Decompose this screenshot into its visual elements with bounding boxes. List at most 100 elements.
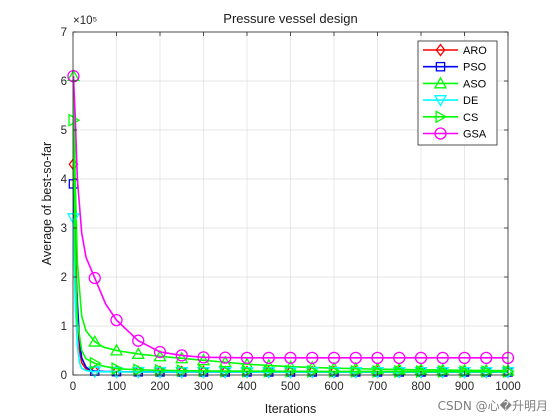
y-tick-label: 7 <box>61 27 67 39</box>
data-point-aso <box>88 334 102 347</box>
data-point-gsa <box>240 351 254 365</box>
y-axis-exponent: ×10⁵ <box>73 15 98 27</box>
data-point-gsa <box>67 69 80 83</box>
y-tick-label: 0 <box>61 370 67 382</box>
data-point-gsa <box>371 351 384 365</box>
data-point-gsa <box>153 345 167 359</box>
legend-label-aso: ASO <box>463 78 487 90</box>
data-point-cs <box>89 356 102 370</box>
legend-item-aso: ASO <box>423 76 487 90</box>
x-axis-label: Iterations <box>265 402 316 416</box>
data-point-gsa <box>262 351 275 365</box>
chart-title: Pressure vessel design <box>223 11 357 26</box>
series-line-gsa <box>72 76 508 359</box>
series-line-de <box>72 218 508 373</box>
legend-items: ARO PSO ASO DE CS GSA <box>423 43 487 141</box>
x-tick-label: 300 <box>194 381 213 393</box>
data-point-aso <box>153 349 167 362</box>
legend: ARO PSO ASO DE CS GSA <box>417 40 498 146</box>
axis-ticks: 0 100 200 300 400 500 600 700 800 900 1000 0 1 2 3 4 5 6 7 <box>61 27 521 393</box>
legend-item-aro: ARO <box>423 43 487 57</box>
data-point-gsa <box>436 351 449 365</box>
legend-box <box>417 40 498 146</box>
data-point-cs <box>154 363 167 377</box>
series-cs <box>68 113 515 379</box>
y-tick-label: 3 <box>61 223 67 235</box>
data-point-gsa <box>349 351 362 365</box>
data-point-de <box>88 366 102 379</box>
x-tick-label: 600 <box>324 381 343 393</box>
legend-marker-cs <box>435 110 448 124</box>
data-point-de <box>66 213 81 226</box>
data-point-aso <box>262 358 276 371</box>
data-point-gsa <box>327 351 341 365</box>
watermark: CSDN @心�升明月 <box>437 399 548 413</box>
data-point-cs <box>241 364 254 378</box>
data-point-gsa <box>110 313 123 327</box>
data-point-gsa <box>132 334 145 347</box>
data-point-gsa <box>306 351 319 365</box>
legend-label-cs: CS <box>463 112 478 124</box>
data-point-cs <box>285 364 298 378</box>
legend-label-gsa: GSA <box>463 129 487 141</box>
series-line-aso <box>72 76 509 372</box>
data-point-cs <box>263 364 276 378</box>
data-point-cs <box>481 364 494 379</box>
data-point-gsa <box>458 351 471 365</box>
legend-label-de: DE <box>463 95 478 107</box>
y-tick-label: 4 <box>61 174 68 186</box>
data-point-aso <box>131 347 145 359</box>
legend-marker-aro <box>435 43 446 57</box>
x-tick-label: 900 <box>455 381 474 393</box>
data-point-gsa <box>197 351 210 364</box>
data-point-cs <box>220 364 233 378</box>
data-point-gsa <box>480 351 493 365</box>
data-point-cs <box>68 113 81 127</box>
y-tick-label: 1 <box>61 321 67 333</box>
legend-item-cs: CS <box>423 110 478 124</box>
data-point-cs <box>198 364 211 378</box>
data-point-cs <box>350 364 363 379</box>
y-tick-label: 6 <box>61 76 67 88</box>
legend-marker-aso <box>433 76 448 89</box>
x-tick-label: 100 <box>107 381 126 393</box>
data-point-cs <box>111 362 124 376</box>
data-point-gsa <box>219 351 232 364</box>
data-point-cs <box>459 364 472 379</box>
legend-item-gsa: GSA <box>423 127 487 141</box>
x-tick-label: 200 <box>150 381 169 393</box>
data-point-gsa <box>284 351 297 365</box>
data-point-cs <box>133 363 146 377</box>
legend-item-pso: PSO <box>423 62 487 74</box>
data-point-aso <box>196 353 211 366</box>
data-point-de <box>109 366 124 379</box>
data-point-aso <box>175 351 189 364</box>
data-point-cs <box>307 364 320 378</box>
legend-marker-pso <box>435 61 446 72</box>
data-point-cs <box>394 364 407 379</box>
data-point-gsa <box>175 349 188 362</box>
legend-marker-gsa <box>434 127 447 140</box>
y-tick-label: 5 <box>61 125 67 137</box>
legend-label-pso: PSO <box>463 62 487 74</box>
x-tick-label: 0 <box>70 381 76 393</box>
legend-item-de: DE <box>423 95 478 107</box>
x-tick-label: 800 <box>411 381 430 393</box>
data-point-gsa <box>414 351 428 365</box>
data-point-cs <box>415 364 428 379</box>
y-axis-label: Average of best-so-far <box>40 142 54 265</box>
x-tick-label: 400 <box>237 381 256 393</box>
y-tick-label: 2 <box>61 272 67 284</box>
x-tick-label: 500 <box>281 381 300 393</box>
data-point-cs <box>437 364 450 379</box>
data-point-gsa <box>393 351 406 365</box>
legend-label-aro: ARO <box>463 45 487 57</box>
x-tick-label: 700 <box>368 381 387 393</box>
data-point-cs <box>328 364 341 379</box>
data-point-aso <box>109 343 124 356</box>
legend-marker-de <box>433 95 448 107</box>
data-point-gsa <box>88 271 101 285</box>
x-tick-label: 1000 <box>495 381 521 393</box>
